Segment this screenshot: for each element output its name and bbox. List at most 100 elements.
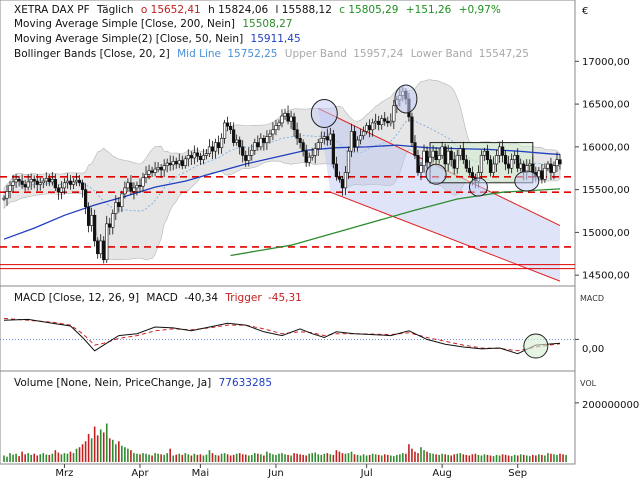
volume-bar <box>377 454 380 462</box>
volume-bar <box>501 454 504 462</box>
volume-bar <box>12 454 14 462</box>
x-tick-label: Mai <box>192 468 210 479</box>
candle-body <box>371 122 375 131</box>
candle-body <box>56 187 60 193</box>
volume-bar <box>124 447 126 462</box>
volume-bar <box>275 454 277 462</box>
candle-body <box>47 178 51 183</box>
candle-body <box>340 179 345 189</box>
candle-body <box>446 150 450 165</box>
volume-bar <box>541 454 543 462</box>
volume-bar <box>471 454 474 462</box>
volume-bar <box>287 454 289 462</box>
candle-body <box>44 178 48 182</box>
candle-body <box>192 152 196 159</box>
candle-body <box>482 150 487 156</box>
volume-bar <box>111 439 114 462</box>
volume-bar <box>199 454 202 462</box>
candle-body <box>422 150 426 166</box>
candle-body <box>443 146 447 165</box>
candle-body <box>207 146 212 154</box>
volume-bar <box>559 453 561 462</box>
volume-bar <box>102 432 105 462</box>
volume-bar <box>241 454 244 462</box>
candle-body <box>23 184 27 188</box>
candle-body <box>440 146 444 156</box>
volume-bar <box>474 453 477 462</box>
candle-body <box>519 163 523 169</box>
candle-body <box>244 155 248 161</box>
volume-bar <box>260 454 262 462</box>
candle-body <box>171 161 175 166</box>
volume-bar <box>338 451 341 462</box>
volume-bar <box>145 453 147 462</box>
candle-body <box>343 172 348 189</box>
volume-bar <box>402 453 404 462</box>
volume-bar <box>9 453 11 462</box>
volume-bar <box>305 455 307 462</box>
volume-bar <box>93 426 96 462</box>
volume-bar <box>178 453 181 462</box>
volume-bar <box>278 453 280 462</box>
candle-body <box>368 125 372 131</box>
volume-bar <box>290 455 292 462</box>
bollinger-legend: Bollinger Bands [Close, 20, 2] Mid Line … <box>14 48 529 60</box>
volume-bar <box>205 454 208 462</box>
candle-body <box>328 133 332 141</box>
candle-body <box>102 240 106 261</box>
volume-bar <box>326 453 329 462</box>
volume-bar <box>157 453 159 462</box>
price-y-tick-label: 14500,00 <box>582 271 630 282</box>
candle-body <box>135 185 139 189</box>
volume-bar <box>393 456 395 462</box>
volume-bar <box>108 438 111 462</box>
volume-bar <box>181 454 184 462</box>
candle-body <box>105 223 109 261</box>
candle-body <box>337 176 342 180</box>
volume-bar <box>235 453 238 462</box>
price-header: XETRA DAX PF Täglich o 15652,41 h 15824,… <box>14 4 501 16</box>
candle-body <box>17 179 21 182</box>
volume-axis-title: VOL <box>580 379 597 388</box>
x-tick-label: Jun <box>267 468 284 479</box>
volume-bar <box>417 453 419 462</box>
candle-body <box>198 155 203 160</box>
candle-body <box>386 120 390 124</box>
volume-bar <box>528 456 531 462</box>
sma50-line <box>3 144 561 240</box>
candle-body <box>513 155 517 160</box>
volume-bar <box>214 454 217 462</box>
candle-body <box>117 202 121 208</box>
volume-bar <box>380 455 383 462</box>
candle-body <box>99 240 103 255</box>
volume-bar <box>244 454 247 462</box>
candle-body <box>77 179 82 184</box>
candle-body <box>543 167 547 180</box>
candle-body <box>449 150 453 160</box>
candle-body <box>68 180 73 185</box>
candle-body <box>374 120 378 124</box>
candle-body <box>204 153 209 156</box>
volume-bar <box>396 454 398 462</box>
candle-body <box>138 185 142 187</box>
candle-body <box>464 159 468 169</box>
volume-bar <box>232 454 235 462</box>
macd-axis-title: MACD <box>580 294 604 303</box>
candle-body <box>419 165 423 173</box>
volume-bar <box>453 454 456 462</box>
volume-bar <box>441 453 443 462</box>
volume-bar <box>486 454 489 462</box>
volume-bar <box>329 454 332 462</box>
candle-body <box>428 156 432 163</box>
candle-body <box>87 206 91 226</box>
candle-body <box>298 138 302 143</box>
volume-bar <box>317 454 320 462</box>
volume-bar <box>133 453 135 462</box>
volume-bar <box>547 453 549 462</box>
volume-bar <box>492 456 495 462</box>
x-tick-label: Jul <box>360 468 373 479</box>
volume-bar <box>27 453 29 462</box>
volume-bar <box>544 455 546 462</box>
volume-bar <box>465 454 468 462</box>
candle-body <box>365 125 369 132</box>
